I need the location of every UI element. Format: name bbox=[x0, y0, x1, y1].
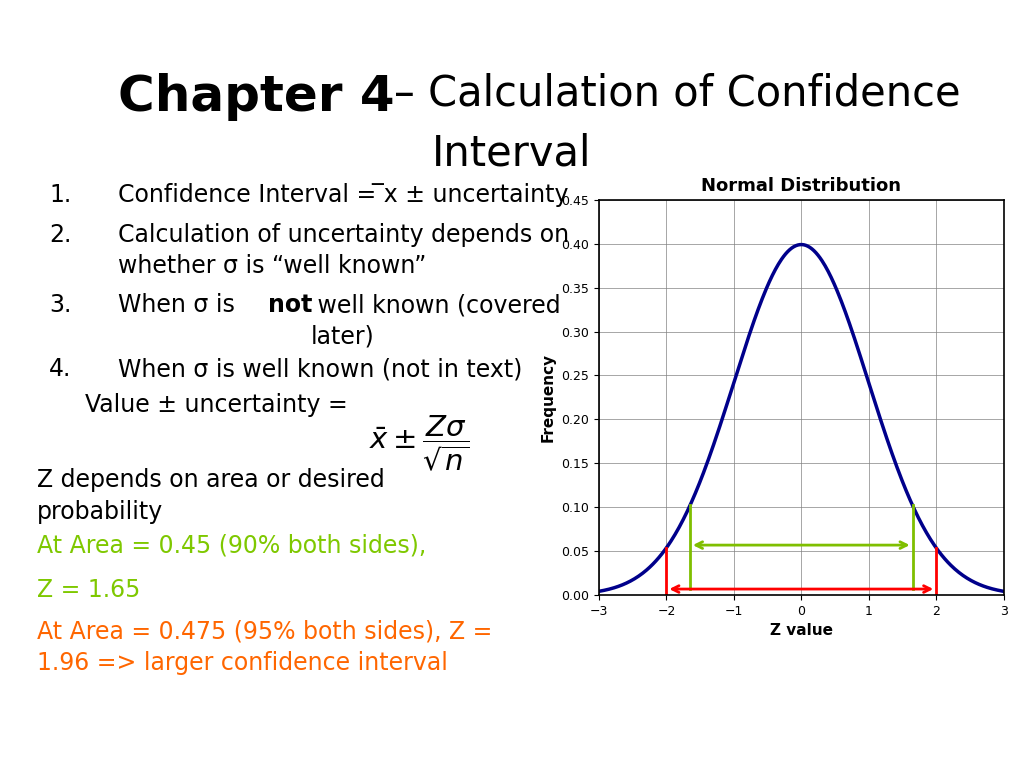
Text: 2.: 2. bbox=[49, 223, 72, 247]
Text: Interval: Interval bbox=[432, 132, 592, 174]
Text: When σ is: When σ is bbox=[118, 293, 242, 317]
Text: Confidence Interval = ̅x ± uncertainty: Confidence Interval = ̅x ± uncertainty bbox=[118, 183, 568, 207]
Text: $\bar{x} \pm \dfrac{Z\sigma}{\sqrt{n}}$: $\bar{x} \pm \dfrac{Z\sigma}{\sqrt{n}}$ bbox=[369, 413, 469, 474]
Text: Value ± uncertainty =: Value ± uncertainty = bbox=[85, 393, 355, 417]
Text: – Calculation of Confidence: – Calculation of Confidence bbox=[394, 73, 961, 115]
Text: 3.: 3. bbox=[49, 293, 72, 317]
Text: Z = 1.65: Z = 1.65 bbox=[37, 578, 140, 601]
Text: not: not bbox=[268, 293, 312, 317]
Title: Normal Distribution: Normal Distribution bbox=[701, 177, 901, 195]
Text: Chapter 4: Chapter 4 bbox=[118, 73, 394, 121]
Text: Z depends on area or desired
probability: Z depends on area or desired probability bbox=[37, 468, 385, 524]
Text: At Area = 0.475 (95% both sides), Z =
1.96 => larger confidence interval: At Area = 0.475 (95% both sides), Z = 1.… bbox=[37, 620, 493, 675]
Text: 1.: 1. bbox=[49, 183, 72, 207]
Text: Calculation of uncertainty depends on
whether σ is “well known”: Calculation of uncertainty depends on wh… bbox=[118, 223, 569, 278]
Y-axis label: Frequency: Frequency bbox=[541, 353, 556, 442]
Text: When σ is well known (not in text): When σ is well known (not in text) bbox=[118, 357, 522, 381]
Text: At Area = 0.45 (90% both sides),: At Area = 0.45 (90% both sides), bbox=[37, 534, 426, 558]
Text: 4.: 4. bbox=[49, 357, 72, 381]
Text: well known (covered
later): well known (covered later) bbox=[310, 293, 561, 349]
X-axis label: Z value: Z value bbox=[770, 624, 833, 638]
